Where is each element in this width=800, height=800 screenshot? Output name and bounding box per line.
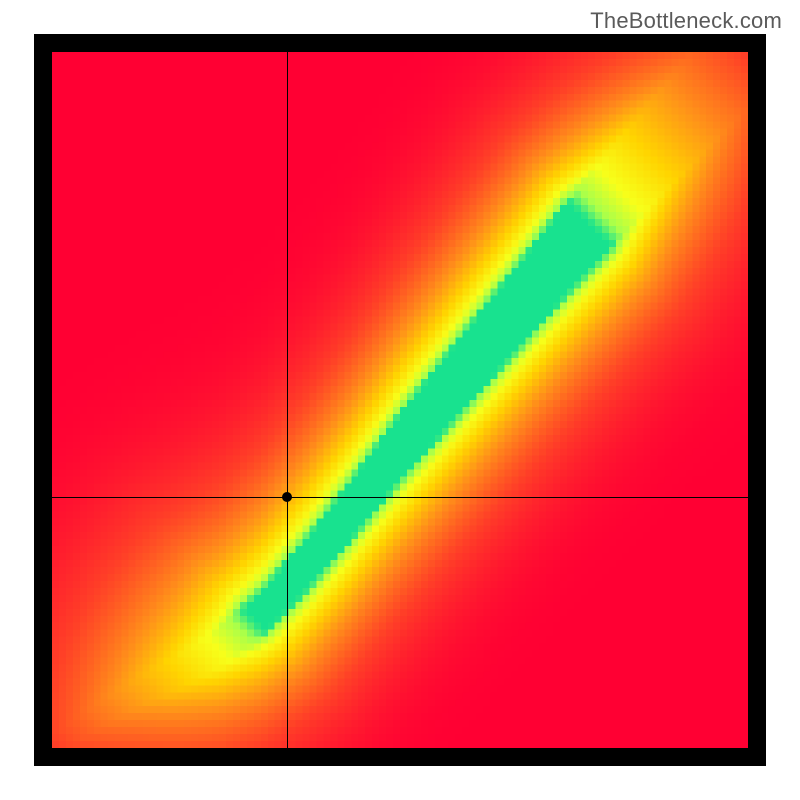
crosshair-marker <box>282 492 292 502</box>
chart-outer-frame <box>34 34 766 766</box>
heatmap-canvas <box>52 52 748 748</box>
watermark-text: TheBottleneck.com <box>590 8 782 34</box>
crosshair-vertical <box>287 52 288 748</box>
crosshair-horizontal <box>52 497 748 498</box>
stage: TheBottleneck.com <box>0 0 800 800</box>
chart-plot-area <box>52 52 748 748</box>
